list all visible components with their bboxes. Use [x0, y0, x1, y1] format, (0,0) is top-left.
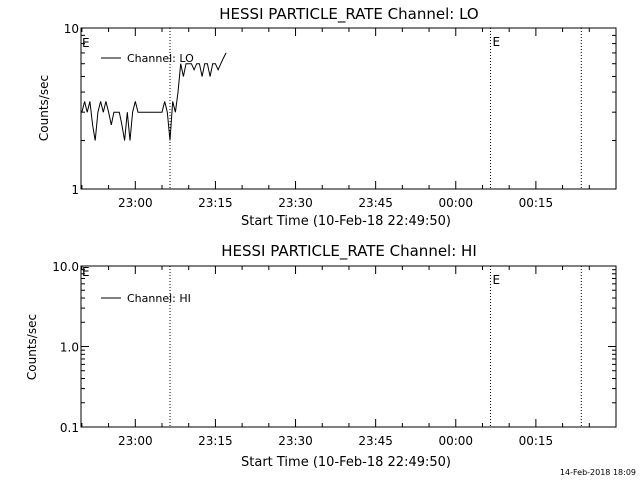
event-marker-label: E — [492, 273, 500, 287]
legend: Channel: LO — [101, 52, 194, 65]
y-ticks: 10.0 1.0 0.1 — [52, 260, 616, 435]
corner-event-label: E — [82, 265, 90, 279]
y-tick-label: 0.1 — [60, 421, 79, 435]
y-tick-label: 1 — [71, 183, 79, 197]
chart-panel-hi: HESSI PARTICLE_RATE Channel: HI Counts/s… — [25, 242, 617, 470]
x-axis-label: Start Time (10-Feb-18 22:49:50) — [241, 455, 451, 470]
y-tick-label: 1.0 — [60, 341, 79, 355]
x-tick-label: 00:15 — [519, 434, 554, 448]
event-marker-label: E — [492, 35, 500, 49]
x-tick-label: 23:30 — [278, 434, 313, 448]
legend-label: Channel: HI — [127, 292, 191, 305]
x-tick-label: 23:30 — [278, 196, 313, 210]
series-group — [81, 52, 227, 141]
chart-title: HESSI PARTICLE_RATE Channel: LO — [219, 5, 478, 24]
x-tick-label: 23:45 — [358, 434, 393, 448]
x-tick-label: 23:45 — [358, 196, 393, 210]
corner-event-label: E — [82, 36, 90, 50]
series-line — [81, 52, 227, 141]
event-markers: E — [169, 28, 582, 189]
x-axis-label: Start Time (10-Feb-18 22:49:50) — [241, 214, 451, 229]
y-ticks: 10 1 — [64, 22, 616, 197]
x-tick-label: 23:15 — [198, 434, 233, 448]
y-axis-label: Counts/sec — [37, 75, 51, 141]
y-tick-label: 10 — [64, 22, 79, 36]
legend: Channel: HI — [101, 292, 191, 305]
x-tick-label: 00:00 — [438, 196, 473, 210]
x-tick-label: 23:00 — [118, 196, 153, 210]
x-tick-label: 00:00 — [438, 434, 473, 448]
x-tick-label: 23:00 — [118, 434, 153, 448]
x-tick-label: 23:15 — [198, 196, 233, 210]
plot-frame — [80, 265, 617, 428]
y-axis-label: Counts/sec — [25, 314, 39, 380]
footer-timestamp: 14-Feb-2018 18:09 — [560, 468, 636, 477]
y-tick-label: 10.0 — [52, 260, 79, 274]
x-ticks: 23:00 23:15 23:30 23:45 00:00 00:15 — [81, 28, 617, 210]
chart-title: HESSI PARTICLE_RATE Channel: HI — [221, 242, 477, 261]
x-ticks: 23:00 23:15 23:30 23:45 00:00 00:15 — [81, 266, 617, 448]
chart-panel-lo: HESSI PARTICLE_RATE Channel: LO Counts/s… — [37, 5, 617, 229]
x-tick-label: 00:15 — [519, 196, 554, 210]
legend-label: Channel: LO — [127, 52, 194, 65]
event-markers: E — [169, 266, 582, 427]
